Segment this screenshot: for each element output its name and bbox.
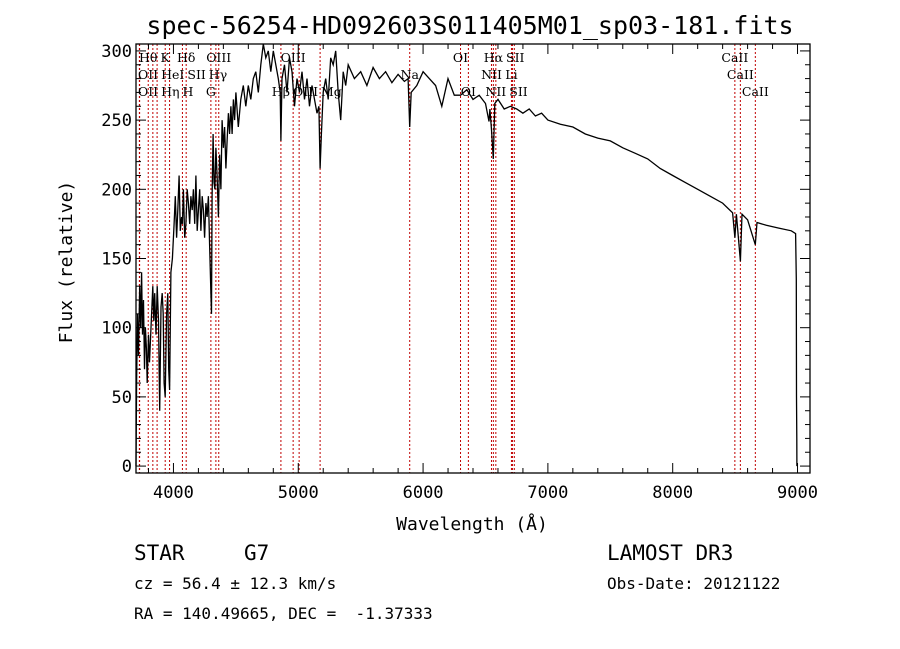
subclass: G7 xyxy=(244,541,269,565)
axes: 4000 5000 6000 7000 8000 9000 0 50 100 150 200 250 3… xyxy=(101,42,818,503)
y-tick-label: 250 xyxy=(101,111,132,131)
y-tick-label: 200 xyxy=(101,180,132,200)
line-marker-label: CaII xyxy=(721,50,748,65)
obs-date: Obs-Date: 20121122 xyxy=(607,574,780,593)
line-marker-label: OII xyxy=(138,84,158,99)
line-marker-label: Na xyxy=(401,67,420,82)
line-marker-label: NII xyxy=(485,84,506,99)
line-marker-label: HeI xyxy=(161,67,184,82)
object-type: STAR xyxy=(134,541,185,565)
y-tick-label: 300 xyxy=(101,42,132,62)
line-marker-label: Hγ xyxy=(209,67,227,82)
x-tick-label: 9000 xyxy=(777,483,818,503)
x-tick-label: 5000 xyxy=(278,483,319,503)
line-marker-label: Hθ xyxy=(139,50,157,65)
line-marker-label: OI xyxy=(453,50,468,65)
x-tick-label: 4000 xyxy=(153,483,194,503)
line-marker-label: NII xyxy=(481,67,502,82)
x-axis-label: Wavelength (Å) xyxy=(396,513,548,535)
line-marker-label: G xyxy=(206,84,216,99)
line-marker-label: OII xyxy=(138,67,158,82)
line-marker-label: Hδ xyxy=(177,50,195,65)
line-marker-label: H xyxy=(183,84,194,99)
spectrum-line xyxy=(135,43,798,467)
y-tick-label: 0 xyxy=(122,457,132,477)
plot-area xyxy=(135,43,798,467)
y-tick-label: 150 xyxy=(101,250,132,270)
line-marker-label: SII xyxy=(509,84,528,99)
x-tick-label: 6000 xyxy=(403,483,444,503)
line-marker-label: Li xyxy=(505,67,517,82)
x-tick-label: 8000 xyxy=(652,483,693,503)
x-tick-label: 7000 xyxy=(527,483,568,503)
line-marker-label: Hα xyxy=(484,50,504,65)
line-marker-label: K xyxy=(161,50,171,65)
y-axis-label: Flux (relative) xyxy=(56,181,77,344)
line-marker-label: Mg xyxy=(321,84,342,99)
coordinates-text: RA = 140.49665, DEC = -1.37333 xyxy=(134,604,433,623)
line-marker-label: OIII xyxy=(293,84,318,99)
y-tick-label: 100 xyxy=(101,319,132,339)
line-marker-label: SII xyxy=(187,67,206,82)
line-marker-label: OI xyxy=(461,84,476,99)
line-marker-label: SII xyxy=(506,50,525,65)
line-marker-label: CaII xyxy=(742,84,769,99)
line-marker-label: OIII xyxy=(206,50,231,65)
line-marker-label: Hβ xyxy=(272,84,290,99)
line-marker-label: CaII xyxy=(727,67,754,82)
line-marker-label: Hη xyxy=(161,84,179,99)
redshift-text: cz = 56.4 ± 12.3 km/s xyxy=(134,574,336,593)
survey-name: LAMOST DR3 xyxy=(607,541,733,565)
line-markers xyxy=(138,44,756,473)
chart-title: spec-56254-HD092603S011405M01_sp03-181.f… xyxy=(146,11,793,40)
line-marker-label: OIII xyxy=(281,50,306,65)
y-tick-label: 50 xyxy=(112,388,132,408)
